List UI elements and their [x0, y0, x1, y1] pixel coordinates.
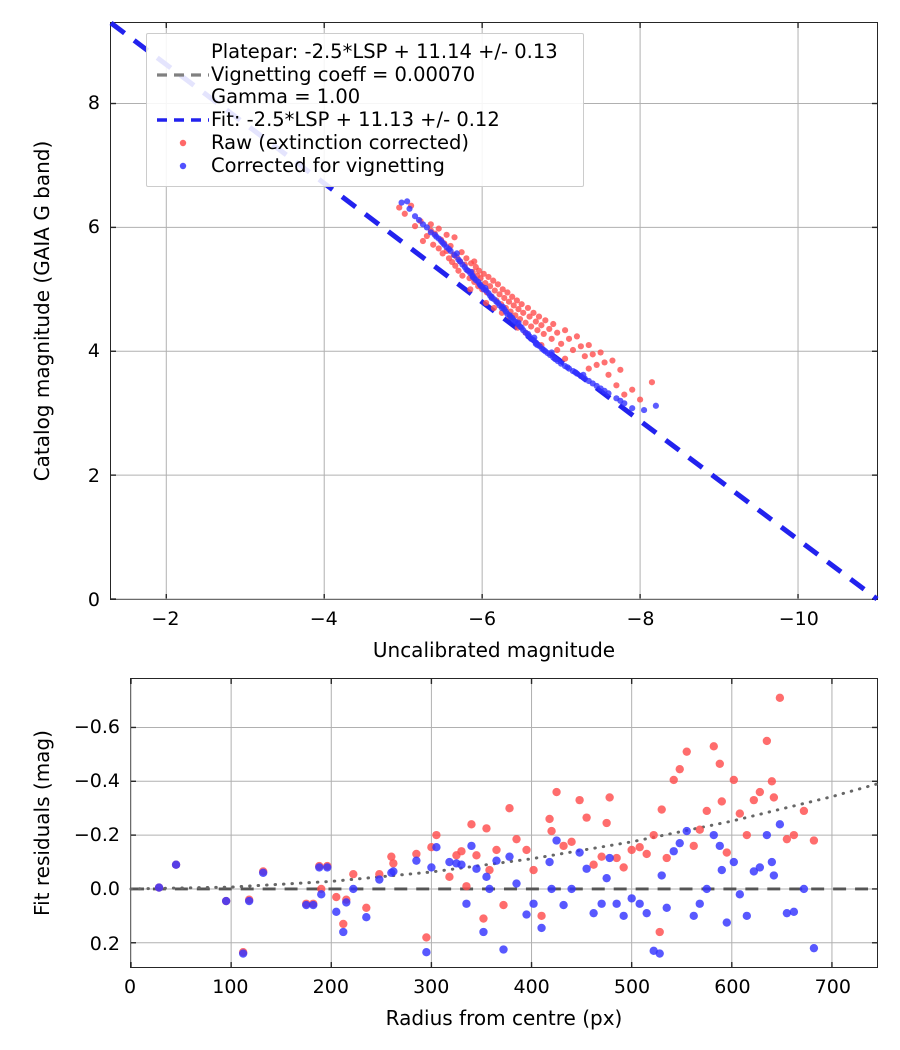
- photometry-plot-area: [109, 21, 879, 601]
- xtick-label: 200: [312, 976, 349, 998]
- red-dot-marker-icon: [155, 133, 211, 153]
- legend-group-corrected: Corrected for vignetting: [155, 154, 573, 178]
- ytick-label: 4: [87, 340, 100, 363]
- blue-dashed-line-icon: [155, 110, 211, 130]
- legend-platepar-labels: Platepar: -2.5*LSP + 11.14 +/- 0.13 Vign…: [211, 40, 558, 109]
- xtick-label: 700: [814, 976, 851, 998]
- scatter-series: [154, 693, 819, 957]
- scatter-series: [154, 820, 819, 958]
- ytick-label: −0.2: [73, 824, 120, 847]
- xtick-label: −8: [626, 608, 655, 630]
- legend-label-platepar: Platepar: -2.5*LSP + 11.14 +/- 0.13: [211, 40, 558, 63]
- ytick-label: −0.6: [73, 715, 120, 738]
- xtick-label: −6: [468, 608, 497, 630]
- ytick-label: 6: [87, 216, 100, 239]
- y-axis-title: Fit residuals (mag): [30, 730, 54, 916]
- residuals-plot-area: [129, 679, 879, 967]
- x-axis-title: Radius from centre (px): [385, 1006, 623, 1030]
- ytick-label: 2: [87, 464, 100, 487]
- xtick-label: 600: [714, 976, 751, 998]
- xtick-label: −10: [778, 608, 819, 630]
- legend-label-raw: Raw (extinction corrected): [211, 131, 469, 155]
- legend-group-fit: Fit: -2.5*LSP + 11.13 +/- 0.12: [155, 108, 573, 132]
- legend-label-gamma: Gamma = 1.00: [211, 85, 361, 109]
- xtick-label: 0: [123, 976, 137, 998]
- ytick-label: 8: [87, 91, 100, 114]
- ytick-label: 0.2: [89, 932, 120, 955]
- xtick-label: 500: [613, 976, 651, 998]
- blue-dot-marker-icon: [155, 156, 211, 176]
- x-axis-title: Uncalibrated magnitude: [372, 638, 616, 662]
- legend-label-fit: Fit: -2.5*LSP + 11.13 +/- 0.12: [211, 108, 500, 132]
- scatter-series: [398, 198, 659, 414]
- xtick-label: 100: [212, 976, 249, 998]
- xtick-label: 400: [513, 976, 550, 998]
- ytick-label: 0.0: [89, 878, 120, 901]
- xtick-label: −2: [151, 608, 180, 630]
- gray-dashed-line-icon: [155, 65, 211, 85]
- ytick-label: 0: [87, 589, 100, 611]
- xtick-label: 300: [413, 976, 450, 998]
- legend-group-raw: Raw (extinction corrected): [155, 131, 573, 155]
- legend-group-platepar: Platepar: -2.5*LSP + 11.14 +/- 0.13 Vign…: [155, 40, 573, 109]
- legend-label-corrected: Corrected for vignetting: [211, 154, 445, 178]
- legend-label-vignetting-coeff: Vignetting coeff = 0.00070: [211, 62, 476, 86]
- y-axis-title: Catalog magnitude (GAIA G band): [30, 140, 54, 482]
- legend: Platepar: -2.5*LSP + 11.14 +/- 0.13 Vign…: [146, 33, 584, 187]
- residuals-scatter-panel: [129, 678, 879, 968]
- xtick-label: −4: [309, 608, 338, 630]
- ytick-label: −0.4: [73, 769, 120, 792]
